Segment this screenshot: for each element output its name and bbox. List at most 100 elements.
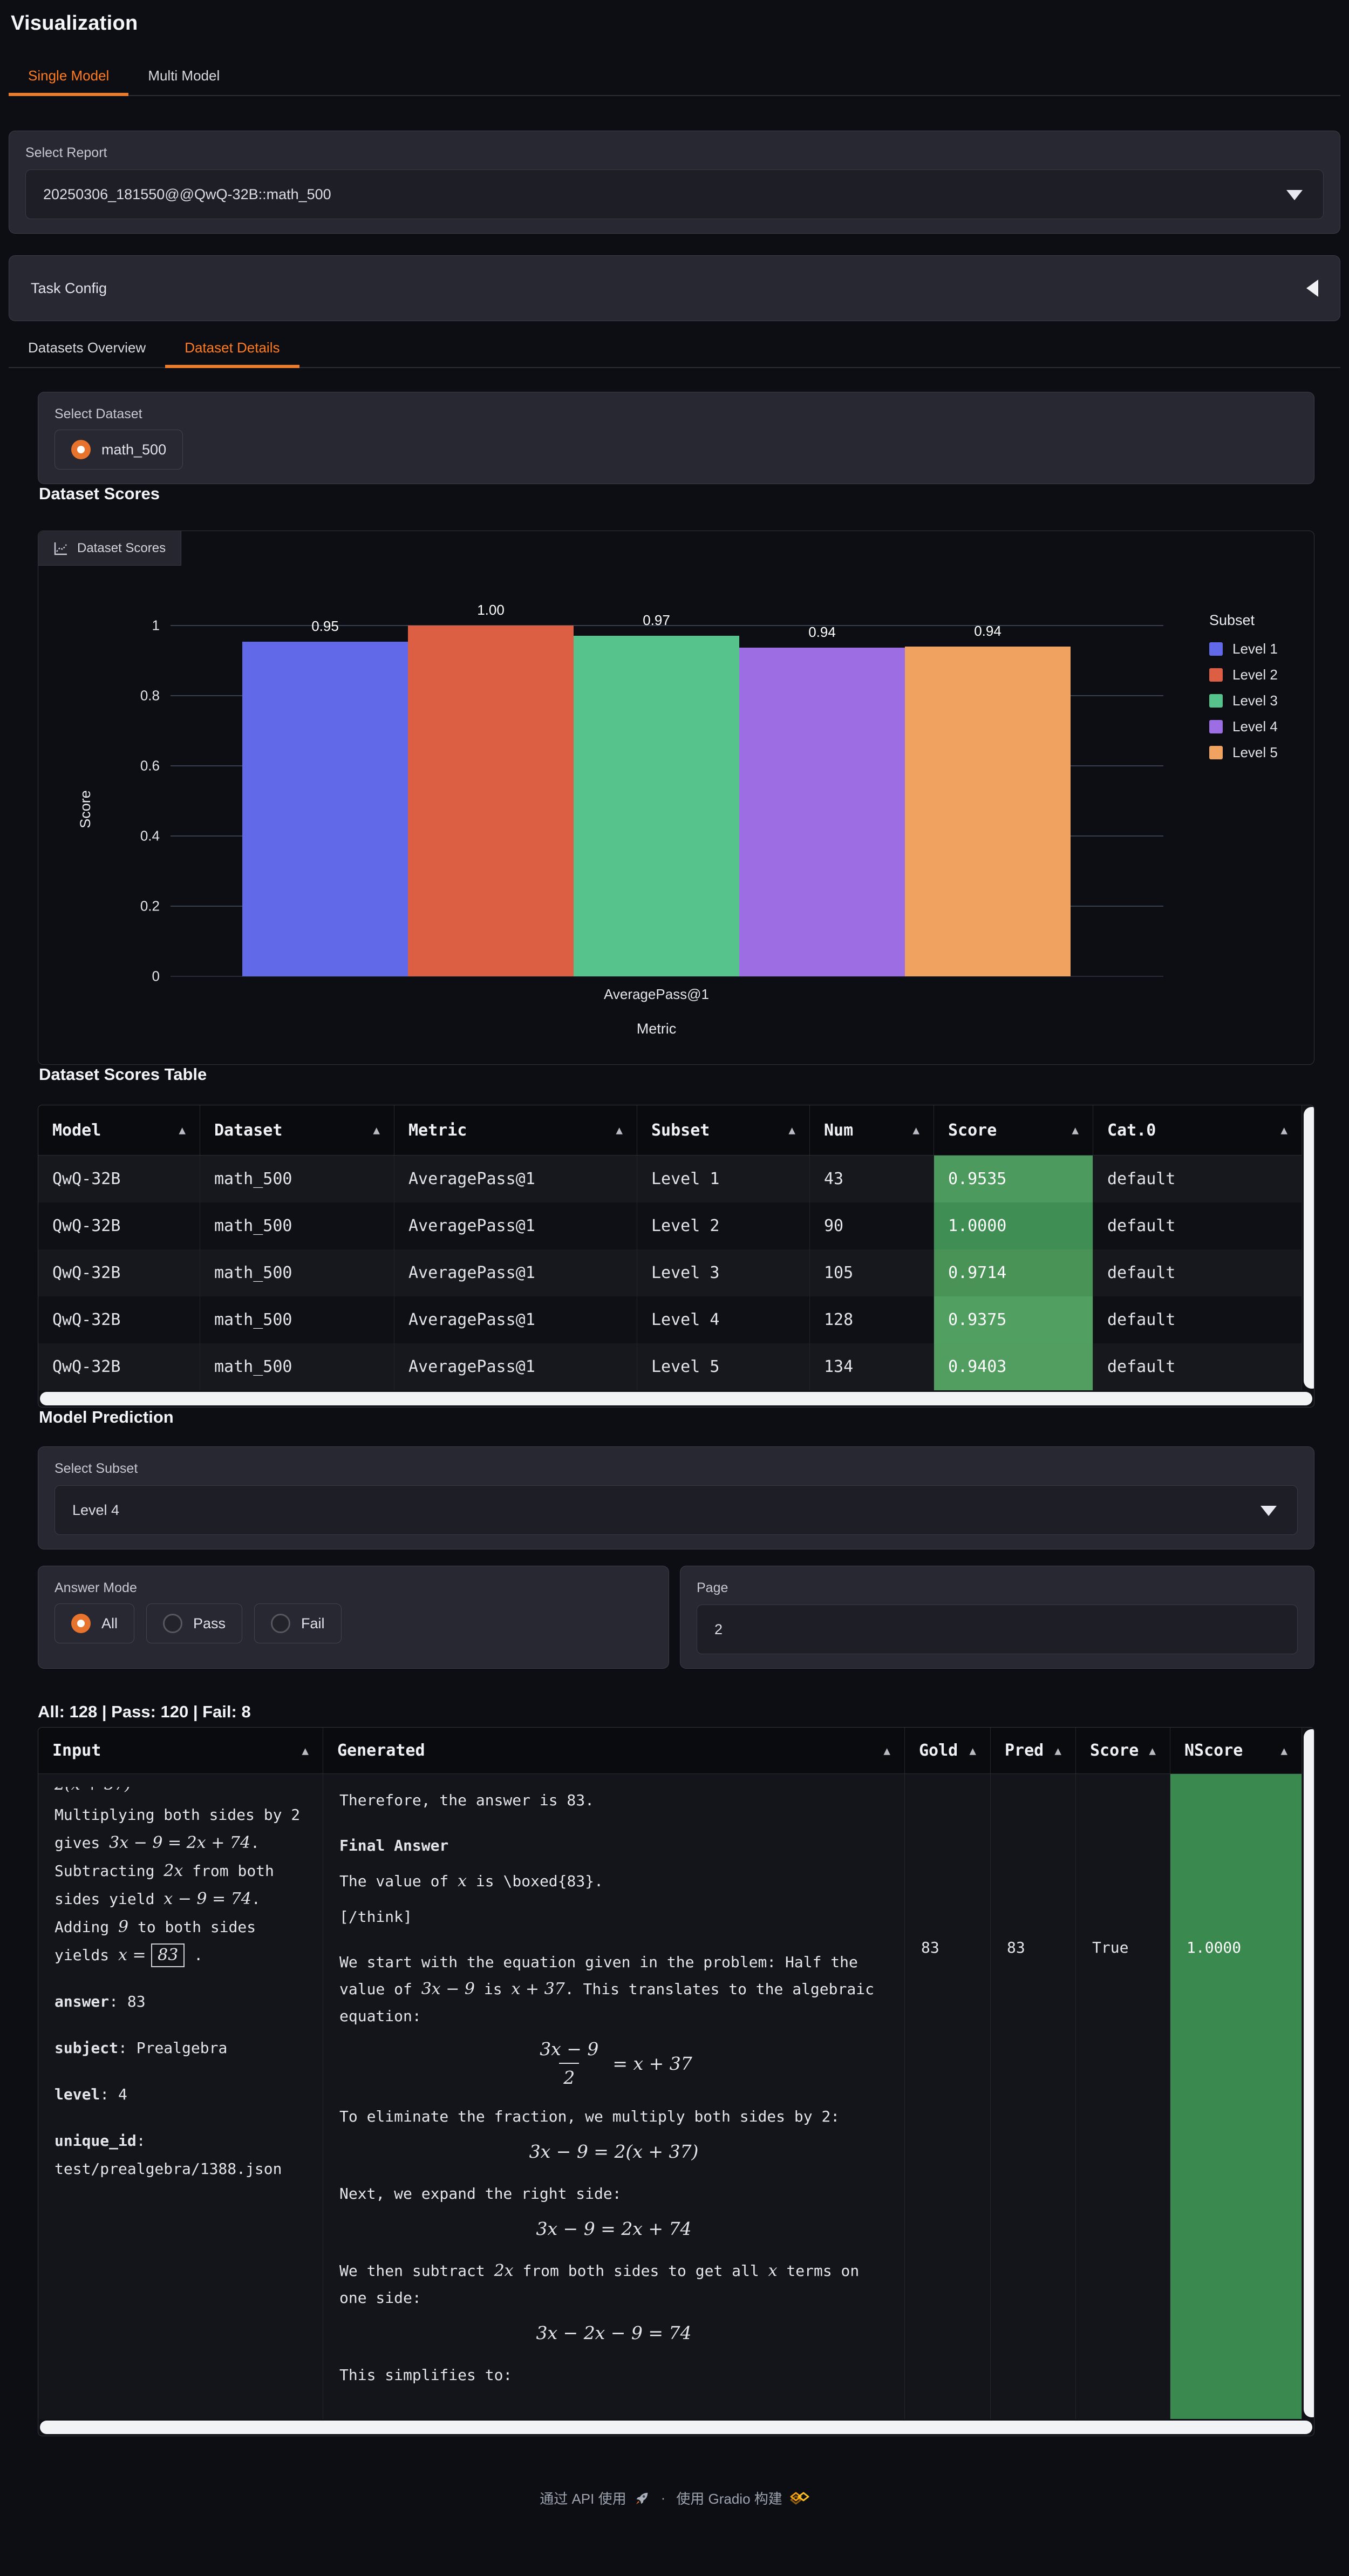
column-header-generated[interactable]: Generated ▲ (323, 1728, 905, 1773)
column-header-score[interactable]: Score ▲ (1076, 1728, 1170, 1773)
table-cell: 128 (810, 1296, 934, 1343)
y-axis-title: Score (77, 790, 93, 828)
sort-ascending-icon[interactable]: ▲ (1280, 1744, 1287, 1757)
radio-selected-icon (71, 440, 91, 459)
table-cell: 0.9403 (934, 1343, 1093, 1390)
input-text-line: unique_id: (54, 2127, 306, 2155)
page-input-value: 2 (714, 1621, 723, 1637)
table-scroll-region: Model ▲ Dataset ▲ Metric ▲ Subset ▲ Num ▲ Score ▲ Ca… (38, 1105, 1314, 1390)
gridline-y-0 (171, 976, 1163, 977)
sort-ascending-icon[interactable]: ▲ (1149, 1744, 1156, 1757)
column-header-dataset[interactable]: Dataset ▲ (200, 1105, 394, 1155)
text-segment: to both sides (128, 1918, 256, 1936)
generated-paragraph: Therefore, the answer is 83. (339, 1787, 888, 1814)
legend-swatch (1209, 746, 1223, 759)
text-segment: gives (54, 1834, 110, 1852)
table-cell: QwQ-32B (38, 1296, 200, 1343)
text-segment: Therefore, the answer is 83. (339, 1791, 595, 1809)
math-segment: 3x − 9 = 2x + 74 (109, 1833, 251, 1852)
page-input[interactable]: 2 (697, 1605, 1298, 1654)
table-cell: QwQ-32B (38, 1156, 200, 1202)
footer-api-text[interactable]: 通过 API 使用 (540, 2491, 626, 2507)
sort-ascending-icon[interactable]: ▲ (969, 1744, 976, 1757)
column-header-pred[interactable]: Pred ▲ (991, 1728, 1076, 1773)
select-report-dropdown[interactable]: 20250306_181550@@QwQ-32B::math_500 (25, 169, 1324, 219)
legend-item-level-3[interactable]: Level 3 (1209, 692, 1278, 709)
sort-ascending-icon[interactable]: ▲ (788, 1124, 795, 1137)
column-header-gold[interactable]: Gold ▲ (905, 1728, 991, 1773)
column-header-label: Cat.0 (1107, 1120, 1156, 1140)
page-title: Visualization (11, 12, 138, 35)
math-segment: x (458, 1872, 467, 1891)
sort-ascending-icon[interactable]: ▲ (912, 1124, 919, 1137)
table-cell: Level 1 (637, 1156, 810, 1202)
tab-single-model[interactable]: Single Model (9, 60, 129, 96)
column-header-cat0[interactable]: Cat.0 ▲ (1093, 1105, 1302, 1155)
task-config-accordion[interactable]: Task Config (9, 255, 1340, 321)
column-header-model[interactable]: Model ▲ (38, 1105, 200, 1155)
sort-ascending-icon[interactable]: ▲ (302, 1744, 309, 1757)
sort-ascending-icon[interactable]: ▲ (179, 1124, 186, 1137)
sort-ascending-icon[interactable]: ▲ (1072, 1124, 1079, 1137)
chart-legend: Subset Level 1 Level 2 Level 3 Level 4 Level … (1209, 612, 1278, 770)
blank-line (339, 1939, 888, 1949)
table-row: QwQ-32B math_500 AveragePass@1 Level 2 90 1.0… (38, 1202, 1302, 1249)
dataset-option-math-500[interactable]: math_500 (54, 430, 183, 470)
input-text-line: sides yield x − 9 = 74. (54, 1885, 306, 1913)
cell-generated: Therefore, the answer is 83. Final Answer… (323, 1774, 905, 2419)
answer-mode-card: Answer Mode All Pass Fail (38, 1566, 669, 1669)
column-header-num[interactable]: Num ▲ (810, 1105, 934, 1155)
column-header-label: Num (824, 1120, 854, 1140)
select-subset-label: Select Subset (54, 1461, 138, 1476)
plot-panel-label-text: Dataset Scores (77, 540, 166, 555)
table-cell: Level 5 (637, 1343, 810, 1390)
legend-item-level-1[interactable]: Level 1 (1209, 641, 1278, 657)
sort-ascending-icon[interactable]: ▲ (373, 1124, 380, 1137)
vertical-scrollbar[interactable] (1304, 1729, 1314, 2417)
table-row: QwQ-32B math_500 AveragePass@1 Level 1 43 0.9… (38, 1156, 1302, 1202)
generated-paragraph: Next, we expand the right side: (339, 2180, 888, 2207)
fraction: 3x − 9 2 (535, 2038, 603, 2088)
legend-swatch (1209, 668, 1223, 682)
tab-datasets-overview[interactable]: Datasets Overview (28, 339, 146, 356)
column-header-input[interactable]: Input ▲ (38, 1728, 323, 1773)
blank-line (54, 1969, 306, 1988)
column-header-subset[interactable]: Subset ▲ (637, 1105, 810, 1155)
generated-paragraph: We then subtract 2x from both sides to g… (339, 2258, 888, 2312)
prediction-row: 2(x + 37) Multiplying both sides by 2 give… (38, 1774, 1302, 2419)
answer-mode-option-fail[interactable]: Fail (254, 1603, 342, 1643)
horizontal-scrollbar[interactable] (40, 2421, 1312, 2434)
footer-gradio-text[interactable]: 使用 Gradio 构建 (676, 2491, 782, 2507)
generated-paragraph: Final Answer (339, 1832, 888, 1859)
gradio-logo-icon (790, 2492, 809, 2504)
column-header-metric[interactable]: Metric ▲ (394, 1105, 637, 1155)
legend-item-level-5[interactable]: Level 5 (1209, 744, 1278, 761)
bold-text-segment: unique_id (54, 2132, 137, 2150)
math-segment: x (768, 2261, 778, 2280)
sort-ascending-icon[interactable]: ▲ (1054, 1744, 1061, 1757)
horizontal-scrollbar[interactable] (40, 1392, 1312, 1405)
legend-item-level-2[interactable]: Level 2 (1209, 667, 1278, 683)
answer-mode-option-all[interactable]: All (54, 1603, 135, 1643)
tab-multi-model[interactable]: Multi Model (148, 67, 220, 84)
column-header-nscore[interactable]: NScore ▲ (1170, 1728, 1302, 1773)
math-segment: x + 37 (511, 1980, 565, 1999)
page-label: Page (697, 1580, 728, 1595)
legend-item-level-4[interactable]: Level 4 (1209, 718, 1278, 735)
bar-value-label: 1.00 (477, 602, 505, 618)
column-header-score[interactable]: Score ▲ (934, 1105, 1093, 1155)
table-cell: math_500 (200, 1249, 394, 1296)
blank-line (339, 1823, 888, 1832)
vertical-scrollbar[interactable] (1304, 1107, 1314, 1389)
tab-dataset-details[interactable]: Dataset Details (165, 332, 299, 368)
answer-mode-option-pass[interactable]: Pass (146, 1603, 243, 1643)
centered-equation: 3x − 2x − 9 = 74 (536, 2322, 692, 2343)
select-subset-dropdown[interactable]: Level 4 (54, 1485, 1298, 1535)
bar-level-4 (739, 647, 905, 976)
sort-ascending-icon[interactable]: ▲ (1280, 1124, 1287, 1137)
y-tick-label: 1 (152, 617, 160, 634)
sort-ascending-icon[interactable]: ▲ (883, 1744, 890, 1757)
math-segment: x = (118, 1946, 152, 1965)
sort-ascending-icon[interactable]: ▲ (616, 1124, 623, 1137)
model-prediction-table: Input ▲ Generated ▲ Gold ▲ Pred ▲ Score ▲ NScore ▲ 2… (38, 1727, 1314, 2436)
